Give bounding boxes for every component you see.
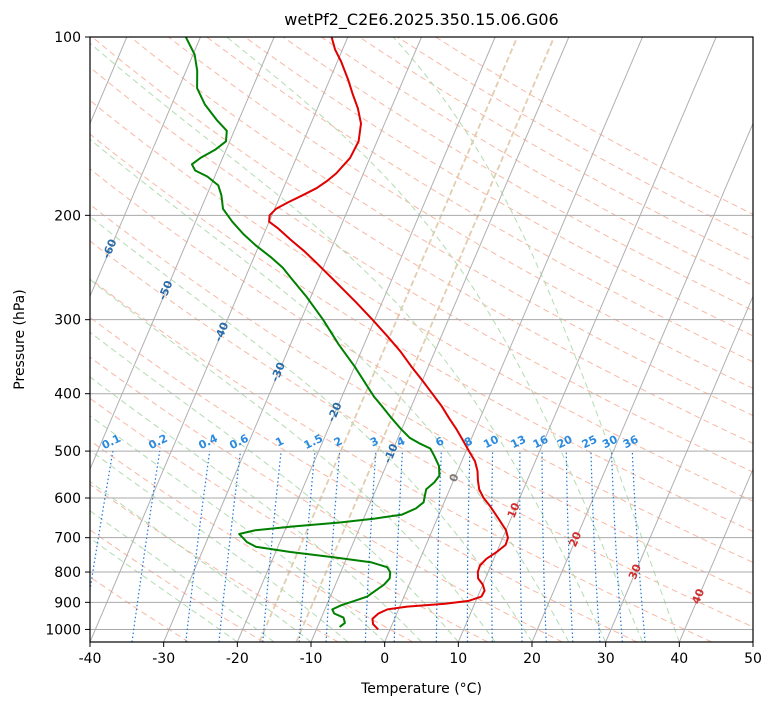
moist-adiabat bbox=[90, 42, 607, 642]
dry-adiabat bbox=[90, 316, 638, 642]
isotherm-line bbox=[678, 467, 753, 642]
moist-adiabat bbox=[90, 510, 275, 642]
isotherm-label: 10 bbox=[505, 500, 523, 519]
x-tick-label: 30 bbox=[597, 651, 615, 667]
y-tick-label: 300 bbox=[54, 313, 81, 329]
y-tick-label: 700 bbox=[54, 531, 81, 547]
moist-adiabat bbox=[90, 215, 533, 642]
mixing-ratio-label: 13 bbox=[509, 433, 528, 451]
isotherm-line bbox=[531, 122, 753, 642]
x-tick-label: 10 bbox=[449, 651, 467, 667]
x-tick-label: 20 bbox=[523, 651, 541, 667]
dry-adiabat bbox=[90, 66, 753, 473]
dry-adiabat bbox=[91, 37, 753, 444]
dry-adiabat bbox=[90, 356, 563, 642]
dry-adiabat bbox=[90, 203, 753, 595]
y-tick-label: 500 bbox=[54, 444, 81, 460]
dry-adiabat bbox=[90, 440, 414, 642]
isotherm-line bbox=[90, 37, 349, 642]
mixing-ratio-line bbox=[90, 451, 114, 594]
moist-adiabat bbox=[226, 37, 643, 642]
y-tick-label: 100 bbox=[54, 30, 81, 46]
sounding-traces bbox=[184, 37, 509, 631]
mixing-ratio-line bbox=[218, 451, 242, 642]
background-lines bbox=[90, 37, 753, 642]
mixing-ratio-label: 30 bbox=[600, 433, 620, 452]
isotherm-label: 20 bbox=[566, 529, 584, 548]
moist-adiabat bbox=[90, 331, 459, 642]
plot-area bbox=[90, 37, 753, 642]
y-tick-label: 400 bbox=[54, 387, 81, 403]
moist-adiabat bbox=[90, 415, 386, 642]
mixing-ratio-label: 36 bbox=[621, 433, 641, 452]
moist-adiabat bbox=[392, 37, 680, 642]
y-tick-label: 600 bbox=[54, 491, 81, 507]
moist-adiabat bbox=[90, 138, 570, 642]
isotherm-label: 40 bbox=[689, 586, 707, 605]
x-tick-label: 0 bbox=[380, 651, 389, 667]
y-tick-label: 800 bbox=[54, 565, 81, 581]
x-axis-label: Temperature (°C) bbox=[360, 681, 482, 697]
moist-adiabat bbox=[90, 537, 238, 642]
isotherm-line bbox=[90, 37, 275, 471]
temperature-trace bbox=[268, 37, 509, 631]
mixing-ratio-line bbox=[185, 451, 211, 642]
dry-adiabat bbox=[90, 133, 753, 533]
mixing-ratio-label: 25 bbox=[580, 433, 599, 451]
y-axis-label: Pressure (hPa) bbox=[12, 289, 28, 389]
dendritic-zone-line-1 bbox=[295, 37, 555, 642]
x-tick-label: -10 bbox=[300, 651, 323, 667]
dry-adiabat bbox=[90, 168, 753, 563]
mixing-ratio-line bbox=[131, 451, 161, 642]
x-tick-label: -20 bbox=[226, 651, 249, 667]
moist-adiabat bbox=[90, 279, 496, 642]
dewpoint-trace bbox=[184, 37, 441, 628]
chart-title: wetPf2_C2E6.2025.350.15.06.G06 bbox=[284, 10, 558, 30]
isotherm-line bbox=[90, 37, 201, 298]
moist-adiabat bbox=[90, 481, 312, 642]
x-tick-label: 40 bbox=[670, 651, 688, 667]
isotherm-line bbox=[457, 37, 717, 642]
x-tick-label: 50 bbox=[744, 651, 762, 667]
mixing-ratio-label: 10 bbox=[481, 433, 501, 452]
isotherm-line bbox=[236, 37, 496, 642]
isotherm-line bbox=[605, 295, 753, 642]
y-tick-label: 200 bbox=[54, 208, 81, 224]
dry-adiabat bbox=[130, 37, 753, 417]
mixing-ratio-label: 16 bbox=[531, 433, 551, 452]
x-tick-label: -30 bbox=[152, 651, 175, 667]
plot-frame bbox=[89, 36, 754, 643]
axes: -40 -30 -20 -10 0 10 20 30 40 50 100 200 300 400 500 60… bbox=[45, 30, 762, 667]
mixing-ratio-label: 20 bbox=[555, 433, 575, 452]
dendritic-zone-line-2 bbox=[258, 37, 519, 642]
dry-adiabat bbox=[206, 37, 753, 363]
dry-adiabat bbox=[168, 37, 753, 389]
y-tick-label: 900 bbox=[54, 595, 81, 611]
dry-adiabat bbox=[90, 240, 753, 628]
isotherm-line bbox=[163, 37, 422, 642]
isotherm-line bbox=[384, 37, 643, 642]
y-tick-label: 1000 bbox=[45, 622, 81, 638]
isotherm-label: 30 bbox=[626, 562, 644, 581]
x-tick-label: -40 bbox=[79, 651, 102, 667]
isotherm-line bbox=[310, 37, 570, 642]
